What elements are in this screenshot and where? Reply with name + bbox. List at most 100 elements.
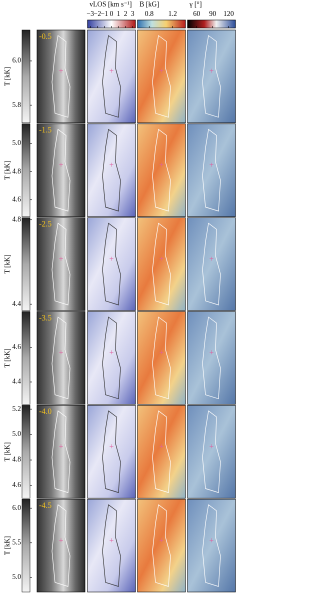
center-marker: + <box>59 67 64 76</box>
y-tick-label: 4.8 <box>12 215 21 223</box>
contour <box>152 35 171 118</box>
colorbar-tick-label: 3 <box>131 10 135 18</box>
y-tick-label: 5.0 <box>12 430 21 438</box>
map-panel <box>87 123 136 217</box>
y-tick-label: 5.0 <box>12 573 21 581</box>
row-label: -4.0 <box>39 407 52 416</box>
y-tick-label: 4.6 <box>12 481 21 489</box>
center-marker: + <box>209 442 214 451</box>
map-panel <box>187 29 236 124</box>
colorbar-tick-label: −3 <box>87 10 95 18</box>
contour <box>51 504 71 587</box>
y-tick-label: 5.8 <box>12 101 21 109</box>
temperature-bar <box>21 217 31 311</box>
center-marker: + <box>109 254 114 263</box>
y-tick-label: 4.6 <box>12 343 21 351</box>
row-label: -1.5 <box>39 126 52 135</box>
y-axis-label: T [kK] <box>4 67 12 86</box>
row-label: -0.5 <box>39 32 52 41</box>
figure: vLOS [km s⁻¹]−3 −2 −1 0 1 2 3 B [kG]0.8 1.2 γ [°]… <box>4 1 236 593</box>
y-axis-label: T [kK] <box>4 255 12 274</box>
map-panel <box>187 123 236 217</box>
center-marker: + <box>59 348 64 357</box>
colorbar-label: γ [°] <box>189 1 202 9</box>
y-tick-label: 4.4 <box>12 378 21 386</box>
y-tick-label: 5.0 <box>12 139 21 147</box>
y-tick-label: 6.0 <box>12 57 21 65</box>
y-axis-label: T [kK] <box>4 442 12 461</box>
center-marker: + <box>109 442 114 451</box>
contour <box>102 504 121 587</box>
y-tick-label: 4.8 <box>12 167 21 175</box>
center-marker: + <box>159 536 164 545</box>
map-panel <box>187 405 236 499</box>
center-marker: + <box>109 348 114 357</box>
map-panel <box>36 498 86 593</box>
center-marker: + <box>109 67 114 76</box>
colorbar-label: B [kG] <box>140 1 160 9</box>
center-marker: + <box>109 536 114 545</box>
colorbar-tick-label: 90 <box>209 10 217 18</box>
contour <box>152 316 171 400</box>
map-panel <box>36 123 86 217</box>
temperature-bar <box>21 123 31 217</box>
contour <box>51 128 71 212</box>
center-marker: + <box>209 67 214 76</box>
map-panel <box>137 405 186 499</box>
map-panel <box>87 498 136 593</box>
y-axis-label: T [kK] <box>4 161 12 180</box>
center-marker: + <box>59 254 64 263</box>
colorbar-tick-label: 1 <box>117 10 121 18</box>
map-panel <box>87 311 136 405</box>
contour <box>51 222 71 306</box>
temperature-bar <box>21 29 31 124</box>
center-marker: + <box>59 442 64 451</box>
map-panel <box>187 217 236 311</box>
y-tick-label: 4.6 <box>12 195 21 203</box>
row-label: -4.5 <box>39 501 52 510</box>
contour <box>152 504 171 587</box>
contour <box>202 222 221 306</box>
colorbar-tick-label: 1.2 <box>168 10 177 18</box>
map-panel <box>36 29 86 124</box>
contour <box>102 222 121 306</box>
y-tick-label: 4.8 <box>12 456 21 464</box>
temperature-bar <box>21 311 31 405</box>
center-marker: + <box>209 160 214 169</box>
colorbar <box>187 19 236 29</box>
center-marker: + <box>159 254 164 263</box>
center-marker: + <box>209 536 214 545</box>
map-panel <box>187 498 236 593</box>
map-panel <box>87 217 136 311</box>
y-axis-label: T [kK] <box>4 536 12 555</box>
y-tick-label: 5.2 <box>12 405 21 413</box>
contour <box>152 128 171 212</box>
contour <box>102 316 121 400</box>
map-panel <box>87 29 136 124</box>
map-panel <box>36 217 86 311</box>
contour <box>202 128 221 212</box>
map-panel <box>137 29 186 124</box>
center-marker: + <box>159 67 164 76</box>
colorbar-tick-label: −2 <box>94 10 102 18</box>
colorbar-tick-label: −1 <box>101 10 109 18</box>
y-tick-label: 5.5 <box>12 538 21 546</box>
map-panel <box>137 217 186 311</box>
map-panel <box>137 311 186 405</box>
colorbar-tick-label: 2 <box>124 10 128 18</box>
center-marker: + <box>159 160 164 169</box>
row-label: -3.5 <box>39 313 52 322</box>
colorbar-tick-label: 60 <box>193 10 201 18</box>
contour <box>51 316 71 400</box>
center-marker: + <box>59 160 64 169</box>
contour <box>202 316 221 400</box>
map-panel <box>36 311 86 405</box>
map-panel <box>36 405 86 499</box>
y-axis-label: T [kK] <box>4 348 12 367</box>
center-marker: + <box>159 348 164 357</box>
colorbar-tick-label: 120 <box>223 10 234 18</box>
contour <box>152 222 171 306</box>
contour <box>152 410 171 493</box>
center-marker: + <box>209 254 214 263</box>
colorbar-tick-label: 0 <box>110 10 114 18</box>
